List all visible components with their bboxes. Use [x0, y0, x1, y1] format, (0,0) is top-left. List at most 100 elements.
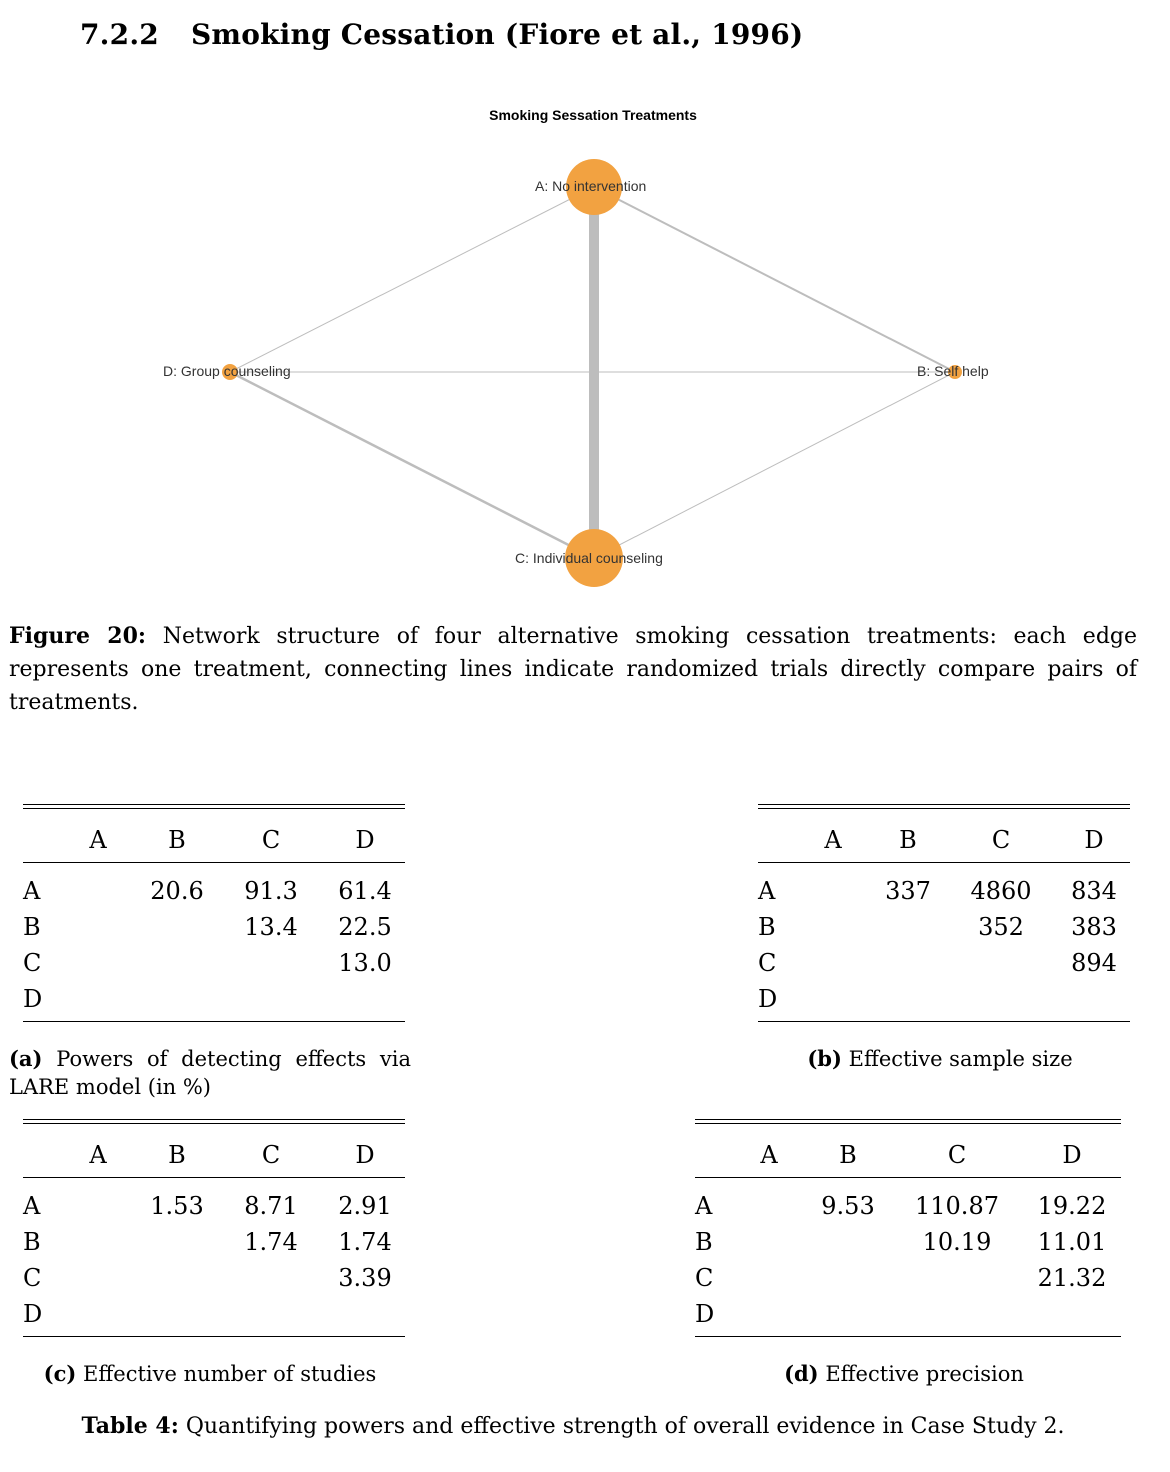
- table-b-caption: (b) Effective sample size: [758, 1045, 1122, 1073]
- table-row: A 337 4860 834: [758, 873, 1130, 909]
- table-cell: 4860: [970, 877, 1032, 905]
- caption-text: Powers of detecting effects via: [56, 1047, 411, 1071]
- table-caption: Table 4: Quantifying powers and effectiv…: [0, 1413, 1146, 1439]
- column-header: D: [355, 826, 375, 854]
- table-a: A B C D A 20.6 91.3 61.4 B 13.4 22.5 C 1…: [23, 804, 405, 1022]
- row-label: B: [758, 913, 776, 941]
- node-label-a: A: No intervention: [535, 178, 647, 194]
- network-graph: [222, 159, 962, 587]
- node-label-c: C: Individual counseling: [515, 550, 663, 566]
- table-cell: 13.0: [338, 949, 392, 977]
- table-cell: 110.87: [915, 1192, 999, 1220]
- table-cell: 337: [885, 877, 931, 905]
- column-header: C: [261, 1141, 281, 1169]
- table-header: A B C D: [695, 1137, 1121, 1173]
- table-row: D: [695, 1296, 1121, 1332]
- table-row: D: [758, 981, 1130, 1017]
- table-a-caption: (a) Powers of detecting effects via LARE…: [9, 1045, 411, 1101]
- table-c-caption: (c) Effective number of studies: [23, 1360, 397, 1388]
- row-label: D: [758, 985, 778, 1013]
- edge-a-b: [593, 186, 956, 373]
- row-label: D: [23, 1300, 43, 1328]
- figure-caption-text: Network structure of four alternative sm…: [9, 624, 1138, 715]
- column-header: A: [89, 826, 107, 854]
- bottom-rule: [758, 1021, 1130, 1022]
- caption-label: (b): [807, 1046, 842, 1071]
- table-cell: 13.4: [244, 913, 298, 941]
- column-header: A: [89, 1141, 107, 1169]
- section-heading: 7.2.2 Smoking Cessation (Fiore et al., 19…: [80, 18, 803, 51]
- table-row: B 352 383: [758, 909, 1130, 945]
- table-d-caption: (d) Effective precision: [695, 1360, 1113, 1388]
- table-cell: 352: [978, 913, 1024, 941]
- table-cell: 1.74: [244, 1228, 298, 1256]
- table-cell: 894: [1071, 949, 1117, 977]
- table-caption-text: Quantifying powers and effective strengt…: [185, 1414, 1065, 1439]
- table-c: A B C D A 1.53 8.71 2.91 B 1.74 1.74 C 3…: [23, 1119, 405, 1337]
- table-cell: 1.74: [338, 1228, 392, 1256]
- node-b: [948, 365, 962, 379]
- table-cell: 11.01: [1037, 1228, 1107, 1256]
- network-figure: Smoking Sessation Treatments A: No inter…: [0, 95, 1170, 605]
- node-label-d: D: Group counseling: [163, 363, 291, 379]
- table-header: A B C D: [23, 822, 405, 858]
- table-header: A B C D: [758, 822, 1130, 858]
- column-header: D: [355, 1141, 375, 1169]
- row-label: A: [695, 1192, 713, 1220]
- table-cell: 10.19: [922, 1228, 992, 1256]
- figure-title: Smoking Sessation Treatments: [489, 107, 697, 123]
- top-rule: [695, 1119, 1121, 1124]
- column-header: A: [824, 826, 842, 854]
- row-label: C: [23, 1264, 42, 1292]
- column-header: B: [168, 826, 186, 854]
- row-label: A: [23, 1192, 41, 1220]
- column-header: B: [168, 1141, 186, 1169]
- column-header: C: [991, 826, 1011, 854]
- table-cell: 2.91: [338, 1192, 392, 1220]
- section-title: Smoking Cessation (Fiore et al., 1996): [190, 18, 804, 51]
- section-number: 7.2.2: [80, 18, 159, 51]
- row-label: B: [23, 1228, 41, 1256]
- column-header: D: [1084, 826, 1104, 854]
- table-cell: 8.71: [244, 1192, 298, 1220]
- row-label: C: [23, 949, 42, 977]
- table-cell: 91.3: [244, 877, 298, 905]
- table-row: C 894: [758, 945, 1130, 981]
- row-label: C: [758, 949, 777, 977]
- table-cell: 9.53: [821, 1192, 875, 1220]
- top-rule: [758, 804, 1130, 809]
- bottom-rule: [23, 1336, 405, 1337]
- table-cell: 21.32: [1037, 1264, 1107, 1292]
- column-header: A: [760, 1141, 778, 1169]
- table-row: C 21.32: [695, 1260, 1121, 1296]
- header-rule: [23, 862, 405, 863]
- header-rule: [23, 1177, 405, 1178]
- table-d: A B C D A 9.53 110.87 19.22 B 10.19 11.0…: [695, 1119, 1121, 1337]
- edge-b-c: [593, 371, 956, 559]
- edge-a-d: [229, 186, 595, 373]
- caption-text-line2: LARE model (in %): [9, 1075, 212, 1099]
- node-c: [565, 529, 623, 587]
- table-cell: 834: [1071, 877, 1117, 905]
- header-rule: [758, 862, 1130, 863]
- node-d: [222, 364, 238, 380]
- row-label: D: [23, 985, 43, 1013]
- figure-caption-label: Figure 20:: [9, 623, 147, 649]
- row-label: A: [758, 877, 776, 905]
- table-row: D: [23, 1296, 405, 1332]
- caption-label: (d): [784, 1361, 819, 1386]
- figure-caption: Figure 20: Network structure of four alt…: [9, 620, 1137, 719]
- table-cell: 19.22: [1037, 1192, 1107, 1220]
- table-row: A 20.6 91.3 61.4: [23, 873, 405, 909]
- table-cell: 1.53: [150, 1192, 204, 1220]
- caption-text: Effective number of studies: [83, 1362, 377, 1386]
- row-label: A: [23, 877, 41, 905]
- bottom-rule: [695, 1336, 1121, 1337]
- table-row: A 1.53 8.71 2.91: [23, 1188, 405, 1224]
- column-header: B: [899, 826, 917, 854]
- column-header: B: [839, 1141, 857, 1169]
- table-row: B 1.74 1.74: [23, 1224, 405, 1260]
- caption-text: Effective precision: [825, 1362, 1024, 1386]
- table-b: A B C D A 337 4860 834 B 352 383 C 894 D: [758, 804, 1130, 1022]
- table-row: D: [23, 981, 405, 1017]
